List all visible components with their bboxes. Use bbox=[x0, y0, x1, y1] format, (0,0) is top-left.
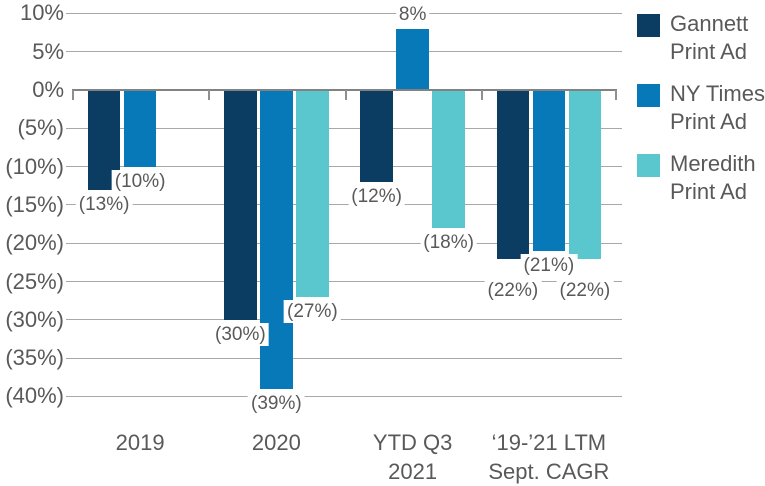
legend-label: Gannett Print Ad bbox=[670, 10, 748, 66]
y-tick-label: 0% bbox=[32, 77, 64, 102]
x-category-label-line: Sept. CAGR bbox=[488, 459, 610, 484]
bar-value-label: (21%) bbox=[520, 253, 578, 277]
bar-value-label: (39%) bbox=[248, 391, 305, 415]
y-tick-label: 10% bbox=[19, 0, 64, 26]
legend-swatch bbox=[637, 84, 660, 107]
bar bbox=[432, 90, 465, 228]
bar bbox=[224, 90, 257, 320]
legend-label: NY Times Print Ad bbox=[670, 80, 765, 136]
legend-item: Gannett Print Ad bbox=[637, 10, 765, 66]
gridline bbox=[66, 281, 622, 282]
legend-item: NY Times Print Ad bbox=[637, 80, 765, 136]
bar-value-label: (13%) bbox=[75, 192, 133, 216]
axis-boundary-tick bbox=[480, 90, 483, 100]
bar bbox=[360, 90, 393, 182]
x-category-label-line: YTD Q3 bbox=[372, 430, 453, 455]
gridline bbox=[66, 166, 622, 168]
bar-value-label: (18%) bbox=[420, 230, 477, 254]
y-tick-label: (20%) bbox=[5, 230, 64, 256]
y-tick-label: (25%) bbox=[5, 268, 64, 294]
legend-swatch bbox=[637, 154, 660, 177]
axis-boundary-tick bbox=[615, 90, 617, 100]
y-tick-label: (40%) bbox=[5, 383, 64, 409]
bar-value-label: (30%) bbox=[212, 322, 269, 346]
legend-label-line: Print Ad bbox=[670, 109, 748, 134]
legend-label: Meredith Print Ad bbox=[670, 150, 756, 206]
bar bbox=[396, 28, 429, 90]
bar-value-label: (22%) bbox=[484, 278, 542, 302]
y-tick-label: 5% bbox=[32, 38, 64, 64]
legend-swatch bbox=[637, 14, 660, 37]
axis-boundary-tick bbox=[208, 90, 211, 100]
gridline bbox=[66, 357, 622, 359]
legend-label-line: NY Times bbox=[670, 81, 765, 106]
x-category-label-line: 2021 bbox=[388, 459, 438, 484]
y-tick-label: (5%) bbox=[17, 115, 64, 141]
bar bbox=[296, 90, 329, 297]
y-tick-label: (15%) bbox=[5, 191, 64, 217]
bar bbox=[123, 90, 157, 167]
y-tick-label: (10%) bbox=[5, 153, 64, 179]
gridline bbox=[66, 12, 622, 14]
bar-value-label: (22%) bbox=[556, 278, 614, 302]
bar-value-label: (27%) bbox=[284, 299, 341, 323]
legend-item: Meredith Print Ad bbox=[637, 150, 765, 206]
legend-label-line: Meredith bbox=[670, 151, 756, 176]
x-category-label-line: ‘19-’21 LTM bbox=[491, 430, 607, 455]
bar-value-label: 8% bbox=[395, 2, 430, 26]
x-category-label-line: 2020 bbox=[251, 430, 301, 455]
gridline bbox=[66, 204, 622, 206]
bar-value-label: (12%) bbox=[348, 184, 405, 208]
x-category-label: YTD Q3 2021 bbox=[328, 428, 498, 486]
axis-boundary-tick bbox=[72, 90, 74, 100]
chart-legend: Gannett Print Ad NY Times Print Ad Meredith P… bbox=[637, 10, 765, 220]
gridline bbox=[66, 51, 622, 53]
gridline bbox=[66, 242, 622, 244]
bar bbox=[532, 90, 566, 251]
gridline bbox=[66, 319, 622, 321]
legend-label-line: Gannett bbox=[670, 11, 749, 36]
gridline bbox=[66, 395, 622, 397]
x-category-label-line: 2019 bbox=[115, 430, 165, 455]
bar bbox=[496, 90, 530, 259]
y-tick-label: (35%) bbox=[5, 345, 64, 371]
x-category-label: ‘19-’21 LTM Sept. CAGR bbox=[464, 428, 634, 486]
x-category-label: 2019 bbox=[55, 428, 225, 457]
y-tick-label: (30%) bbox=[5, 306, 64, 332]
legend-label-line: Print Ad bbox=[670, 39, 748, 64]
bar bbox=[568, 90, 602, 259]
axis-boundary-tick bbox=[344, 90, 347, 100]
legend-label-line: Print Ad bbox=[670, 179, 748, 204]
gridline bbox=[66, 127, 622, 129]
bar-value-label: (10%) bbox=[111, 169, 169, 193]
x-category-label: 2020 bbox=[191, 428, 361, 457]
